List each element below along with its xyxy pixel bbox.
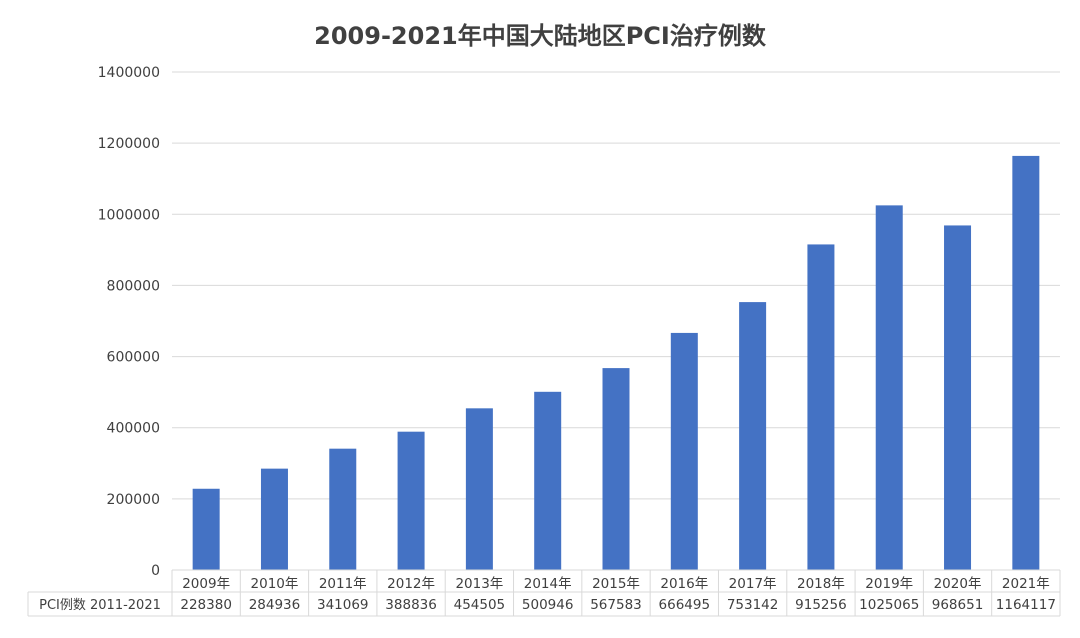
- x-tick-label: 2019年: [865, 576, 913, 592]
- x-tick-label: 2016年: [660, 576, 708, 592]
- bar: [397, 431, 425, 570]
- data-label: 341069: [317, 597, 369, 613]
- bar: [875, 205, 903, 570]
- data-table: 2009年 228380 2010年 284936 2011年 341069 2012年 38…: [27, 569, 1061, 617]
- data-label: 388836: [385, 597, 437, 613]
- y-tick-label: 1000000: [98, 207, 160, 223]
- bar: [329, 448, 357, 570]
- data-label: 753142: [727, 597, 779, 613]
- bar: [807, 244, 835, 570]
- x-tick-label: 2010年: [251, 576, 299, 592]
- bar: [739, 302, 767, 570]
- x-tick-label: 2012年: [387, 576, 435, 592]
- data-label: 500946: [522, 597, 574, 613]
- x-tick-label: 2011年: [319, 576, 367, 592]
- x-tick-label: 2018年: [797, 576, 845, 592]
- y-tick-label: 0: [151, 563, 160, 579]
- x-tick-label: 2013年: [455, 576, 503, 592]
- bar: [534, 391, 562, 570]
- x-tick-label: 2021年: [1002, 576, 1050, 592]
- bar: [465, 408, 493, 570]
- data-label: 228380: [180, 597, 232, 613]
- data-label: 284936: [249, 597, 301, 613]
- y-tick-label: 200000: [107, 492, 160, 508]
- y-tick-label: 800000: [107, 278, 160, 294]
- y-axis-tick-labels: 0 200000 400000 600000 800000 1000000 1200000 1…: [98, 65, 160, 579]
- x-tick-label: 2009年: [182, 576, 230, 592]
- bar: [260, 468, 288, 570]
- data-label: 567583: [590, 597, 642, 613]
- bar: [602, 368, 630, 570]
- y-tick-label: 400000: [107, 421, 160, 437]
- x-tick-label: 2017年: [729, 576, 777, 592]
- data-label: 915256: [795, 597, 847, 613]
- data-label: 454505: [454, 597, 506, 613]
- data-label: 1025065: [859, 597, 919, 613]
- chart-title: 2009-2021年中国大陆地区PCI治疗例数: [314, 22, 767, 50]
- y-tick-label: 1400000: [98, 65, 160, 81]
- series-name-label: PCI例数 2011-2021: [39, 598, 161, 613]
- data-label: 666495: [659, 597, 711, 613]
- bar: [944, 225, 972, 570]
- y-tick-label: 1200000: [98, 136, 160, 152]
- y-tick-label: 600000: [107, 350, 160, 366]
- bars: [192, 155, 1040, 570]
- x-tick-label: 2014年: [524, 576, 572, 592]
- x-tick-label: 2020年: [934, 576, 982, 592]
- x-tick-label: 2015年: [592, 576, 640, 592]
- data-label: 1164117: [996, 597, 1056, 613]
- bar: [670, 332, 698, 570]
- bar: [1012, 155, 1040, 570]
- gridlines: [172, 71, 1060, 500]
- bar: [192, 488, 220, 570]
- data-label: 968651: [932, 597, 984, 613]
